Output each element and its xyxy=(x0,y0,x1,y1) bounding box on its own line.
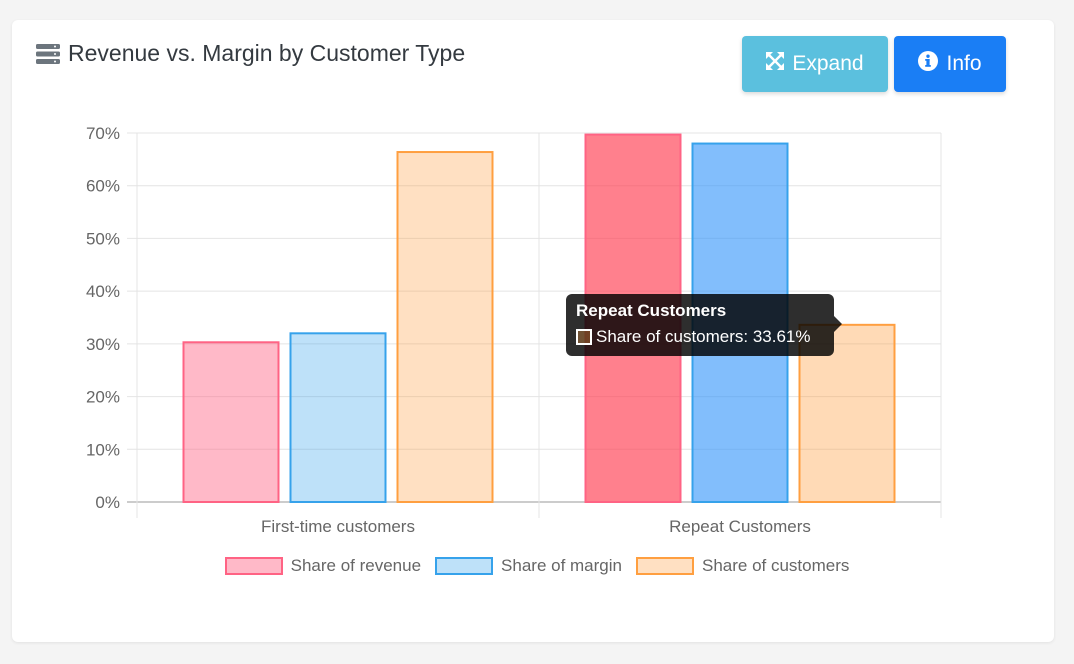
server-icon xyxy=(36,43,60,65)
page-title: Revenue vs. Margin by Customer Type xyxy=(68,40,466,66)
info-circle-icon xyxy=(918,51,939,77)
legend-item[interactable]: Share of customers xyxy=(635,556,850,576)
legend-swatch xyxy=(635,557,694,575)
info-button[interactable]: Info xyxy=(894,36,1006,92)
legend-label: Share of revenue xyxy=(290,556,422,575)
chart-legend: Share of revenue Share of margin Share of … xyxy=(0,556,1074,576)
legend-label: Share of customers xyxy=(701,556,850,575)
tooltip-title: Repeat Customers xyxy=(576,301,727,320)
chart-card xyxy=(12,20,1054,642)
legend-label: Share of margin xyxy=(501,556,622,575)
tooltip-row: Share of customers: 33.61% xyxy=(576,326,824,348)
expand-arrows-icon xyxy=(766,52,785,76)
expand-button[interactable]: Expand xyxy=(742,36,888,92)
legend-item[interactable]: Share of margin xyxy=(435,556,622,576)
expand-label: Expand xyxy=(792,52,864,75)
chart-tooltip: Repeat Customers Share of customers: 33.… xyxy=(566,294,842,356)
tooltip-swatch xyxy=(576,329,592,345)
legend-item[interactable]: Share of revenue xyxy=(224,556,422,576)
tooltip-text: Share of customers: 33.61% xyxy=(596,327,811,346)
info-label: Info xyxy=(946,52,982,75)
card-header: Revenue vs. Margin by Customer Type xyxy=(36,40,465,67)
legend-swatch xyxy=(224,557,283,575)
legend-swatch xyxy=(435,557,494,575)
